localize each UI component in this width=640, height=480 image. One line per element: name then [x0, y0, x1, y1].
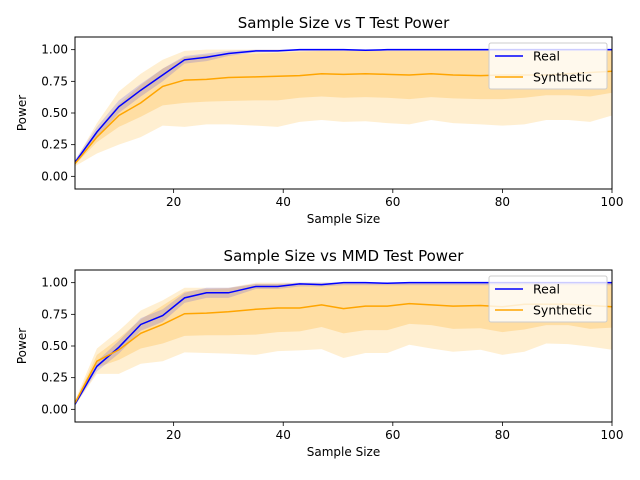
y-tick-label: 0.25 [41, 138, 68, 152]
x-tick-label: 100 [601, 428, 624, 442]
x-tick-label: 100 [601, 195, 624, 209]
y-tick-label: 1.00 [41, 276, 68, 290]
legend: Real Synthetic [488, 275, 608, 323]
x-tick-label: 40 [276, 195, 291, 209]
x-axis-label: Sample Size [307, 445, 380, 459]
x-tick-label: 60 [385, 195, 400, 209]
legend-label-synthetic: Synthetic [533, 70, 592, 85]
y-axis-label: Power [15, 328, 29, 364]
y-axis-ticks: 0.00 0.25 0.50 0.75 1.00 [41, 276, 75, 416]
y-tick-label: 0.75 [41, 307, 68, 321]
x-axis-ticks: 20 40 60 80 100 [166, 422, 623, 442]
y-tick-label: 0.75 [41, 74, 68, 88]
y-axis-ticks: 0.00 0.25 0.50 0.75 1.00 [41, 43, 75, 183]
synthetic-inner-band [75, 283, 612, 405]
legend-label-real: Real [533, 282, 560, 297]
y-tick-label: 0.00 [41, 169, 68, 183]
x-tick-label: 80 [495, 195, 510, 209]
chart-title: Sample Size vs MMD Test Power [224, 247, 465, 265]
legend: Real Synthetic [488, 42, 608, 90]
legend-label-real: Real [533, 49, 560, 64]
legend-label-synthetic: Synthetic [533, 303, 592, 318]
y-tick-label: 0.50 [41, 339, 68, 353]
chart-title: Sample Size vs T Test Power [238, 14, 450, 32]
y-tick-label: 0.25 [41, 371, 68, 385]
x-tick-label: 60 [385, 428, 400, 442]
x-axis-ticks: 20 40 60 80 100 [166, 189, 623, 209]
x-tick-label: 80 [495, 428, 510, 442]
x-tick-label: 20 [166, 195, 181, 209]
x-tick-label: 20 [166, 428, 181, 442]
y-axis-label: Power [15, 95, 29, 131]
x-tick-label: 40 [276, 428, 291, 442]
y-tick-label: 1.00 [41, 43, 68, 57]
chart-mmd-test-power: 20 40 60 80 100 0.00 0.25 0.50 0.75 1.00 Sample … [15, 247, 623, 459]
x-axis-label: Sample Size [307, 212, 380, 226]
chart-t-test-power: 20 40 60 80 100 0.00 0.25 0.50 0.75 1.00 Sample … [15, 14, 623, 226]
y-tick-label: 0.00 [41, 402, 68, 416]
y-tick-label: 0.50 [41, 106, 68, 120]
